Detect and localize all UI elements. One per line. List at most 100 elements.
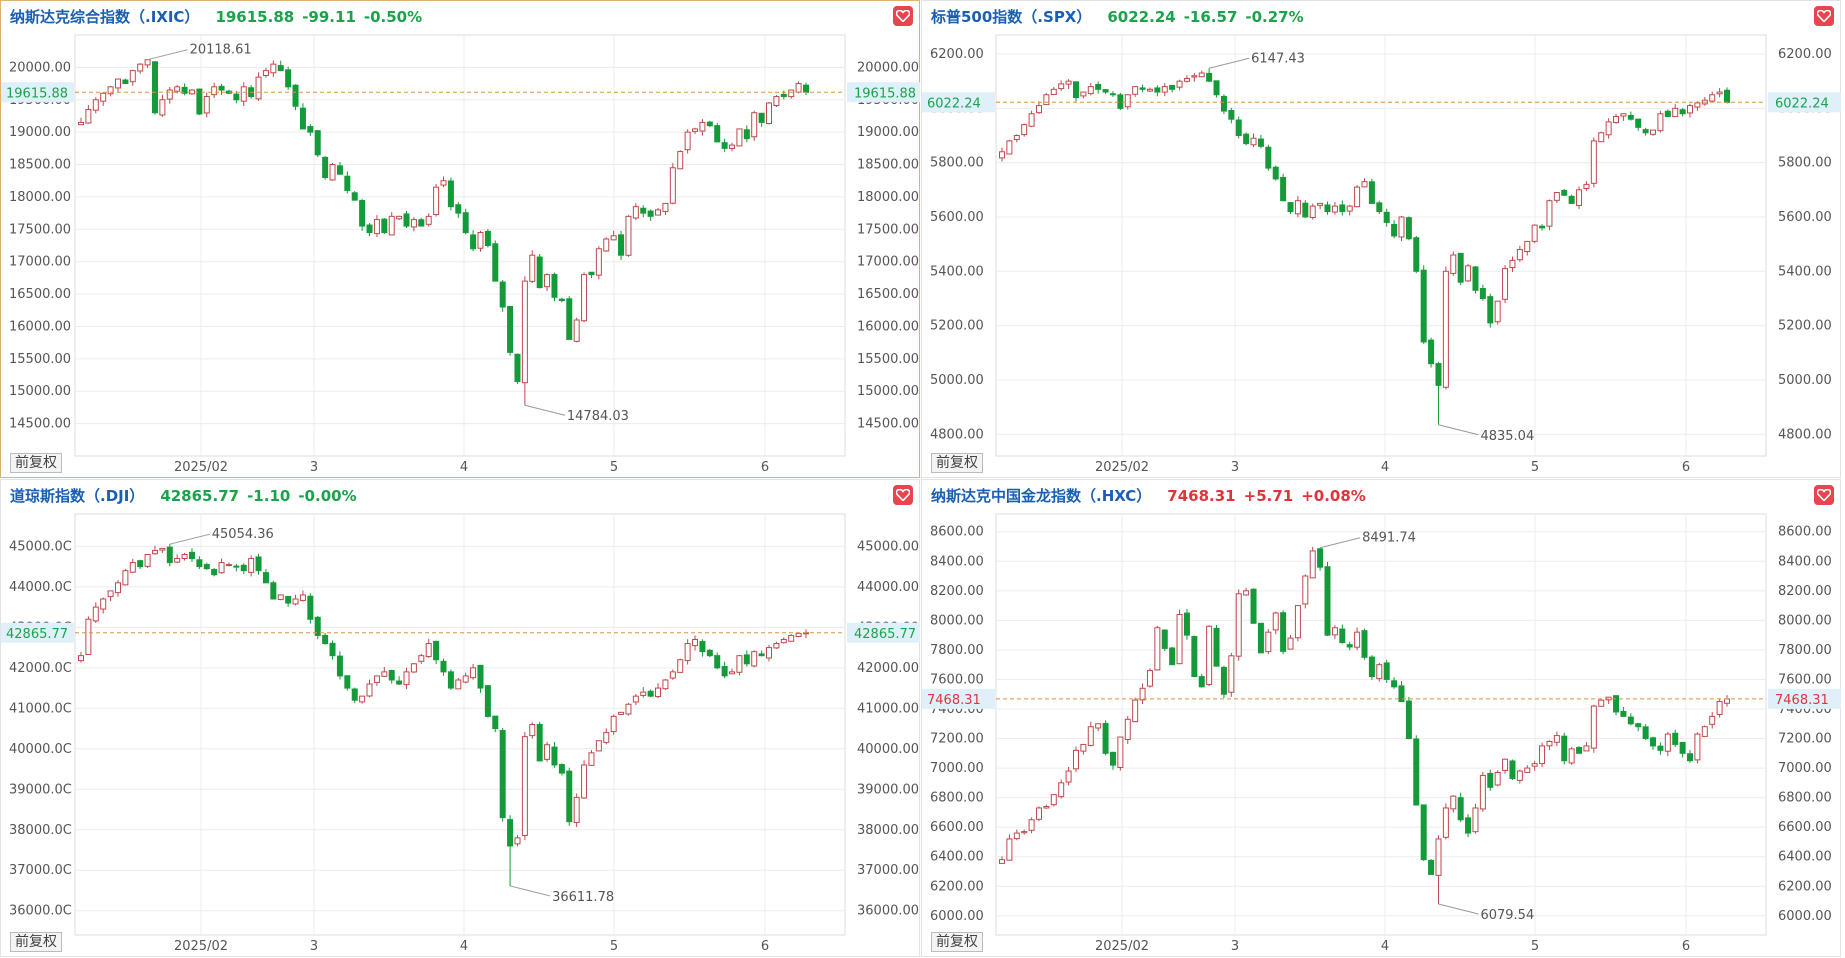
candle[interactable] (462, 672, 469, 684)
candle[interactable] (595, 246, 602, 280)
candle[interactable] (529, 250, 536, 284)
candle[interactable] (655, 683, 662, 699)
candle[interactable] (1235, 116, 1242, 139)
candle[interactable] (499, 727, 506, 822)
candle[interactable] (1635, 118, 1642, 131)
candle[interactable] (470, 663, 477, 680)
candle[interactable] (1220, 94, 1227, 115)
candle[interactable] (344, 171, 351, 194)
candle[interactable] (322, 632, 329, 645)
candle[interactable] (329, 162, 336, 181)
candle[interactable] (336, 651, 343, 680)
candle[interactable] (669, 669, 676, 680)
candle[interactable] (1672, 104, 1679, 118)
candle[interactable] (277, 60, 284, 72)
candle[interactable] (640, 687, 647, 698)
candle[interactable] (203, 92, 210, 118)
candle[interactable] (721, 138, 728, 152)
candle[interactable] (1472, 266, 1479, 294)
candle[interactable] (1191, 635, 1198, 678)
candle[interactable] (292, 594, 299, 606)
candle[interactable] (351, 687, 358, 704)
candle[interactable] (100, 597, 107, 614)
candle[interactable] (1198, 70, 1205, 78)
candle[interactable] (373, 215, 380, 237)
candle[interactable] (544, 273, 551, 291)
candle[interactable] (1487, 769, 1494, 791)
candle[interactable] (1709, 91, 1716, 103)
candle[interactable] (299, 590, 306, 602)
candle[interactable] (1250, 133, 1257, 148)
candle[interactable] (1420, 265, 1427, 344)
candle[interactable] (1694, 732, 1701, 764)
candle[interactable] (721, 661, 728, 678)
candle[interactable] (166, 87, 173, 104)
candle[interactable] (632, 694, 639, 706)
candle[interactable] (1331, 625, 1338, 640)
candle[interactable] (447, 669, 454, 690)
candle[interactable] (1516, 245, 1523, 262)
candle[interactable] (1021, 829, 1028, 835)
candle[interactable] (196, 556, 203, 570)
candle[interactable] (1613, 113, 1620, 124)
candle[interactable] (107, 85, 114, 97)
candle[interactable] (366, 222, 373, 237)
candle[interactable] (1450, 251, 1457, 276)
candle[interactable] (618, 230, 625, 261)
candle[interactable] (396, 215, 403, 221)
candle[interactable] (1095, 723, 1102, 732)
candle[interactable] (788, 89, 795, 99)
candle[interactable] (1383, 208, 1390, 227)
candle[interactable] (255, 72, 262, 101)
candle[interactable] (1132, 86, 1139, 97)
candle[interactable] (1080, 743, 1087, 755)
candle[interactable] (477, 664, 484, 693)
candle[interactable] (1457, 792, 1464, 822)
candle[interactable] (684, 129, 691, 154)
candle[interactable] (603, 728, 610, 745)
candle[interactable] (558, 763, 565, 776)
candle[interactable] (1161, 629, 1168, 651)
candle[interactable] (314, 615, 321, 640)
candle[interactable] (1479, 771, 1486, 812)
candle[interactable] (1672, 729, 1679, 747)
candle[interactable] (388, 212, 395, 236)
candle[interactable] (1354, 185, 1361, 208)
chart-panel-hxc[interactable]: 纳斯达克中国金龙指数（.HXC） 7468.31 +5.71 +0.08% 6000.0… (921, 479, 1841, 957)
candle[interactable] (1561, 189, 1568, 196)
candle[interactable] (351, 191, 358, 201)
candle[interactable] (1642, 127, 1649, 136)
candle[interactable] (1391, 677, 1398, 689)
candle[interactable] (1428, 859, 1435, 875)
candle[interactable] (329, 640, 336, 660)
candle[interactable] (440, 658, 447, 676)
candle[interactable] (1013, 829, 1020, 841)
candle[interactable] (803, 82, 809, 95)
candle[interactable] (262, 568, 269, 584)
candle[interactable] (492, 715, 499, 733)
candle[interactable] (1109, 751, 1116, 770)
candle[interactable] (499, 279, 506, 312)
candle[interactable] (270, 580, 277, 600)
candle[interactable] (573, 793, 580, 828)
candle[interactable] (999, 856, 1005, 864)
candle[interactable] (1531, 224, 1538, 244)
candle[interactable] (1087, 82, 1094, 96)
candle[interactable] (1701, 97, 1708, 106)
candle[interactable] (1465, 263, 1472, 282)
candle[interactable] (588, 750, 595, 766)
candle[interactable] (1050, 86, 1057, 96)
candle[interactable] (1220, 665, 1227, 699)
candle[interactable] (299, 103, 306, 130)
candle[interactable] (181, 552, 188, 561)
candle[interactable] (129, 69, 136, 86)
candle[interactable] (418, 217, 425, 227)
candle[interactable] (595, 740, 602, 752)
candle[interactable] (1250, 588, 1257, 624)
candle[interactable] (1287, 635, 1294, 650)
candle[interactable] (743, 650, 750, 667)
candle[interactable] (181, 83, 188, 96)
candlestick-chart[interactable]: 36000.0C 36000.00 37000.0C 37000.00 38000.0C… (1, 480, 921, 958)
candle[interactable] (211, 568, 218, 577)
candle[interactable] (270, 60, 277, 78)
